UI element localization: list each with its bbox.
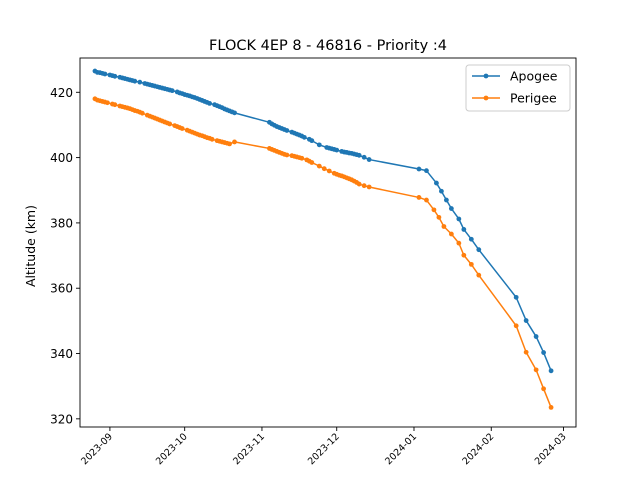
plot-area [92,68,554,410]
data-point-perigee [476,272,482,278]
data-point-perigee [436,214,442,220]
data-point-perigee [316,163,322,169]
data-point-perigee [468,261,474,267]
data-point-apogee [132,78,138,84]
data-point-apogee [169,88,175,94]
chart-title: FLOCK 4EP 8 - 46816 - Priority :4 [209,38,447,54]
y-tick-label: 420 [50,86,73,100]
data-point-apogee [361,154,367,160]
data-point-apogee [468,236,474,242]
data-point-apogee [207,100,213,106]
data-point-apogee [548,368,554,374]
data-point-apogee [476,247,482,253]
y-tick-label: 340 [50,347,73,361]
y-tick-label: 320 [50,412,73,426]
data-point-apogee [334,147,340,153]
data-point-perigee [541,386,546,392]
data-point-apogee [456,216,462,222]
data-point-apogee [434,180,439,186]
y-tick-label: 360 [50,282,73,296]
data-point-perigee [441,224,447,229]
legend-marker-perigee [483,95,489,101]
data-point-apogee [443,197,449,203]
data-point-perigee [139,110,145,116]
data-point-perigee [232,139,237,145]
data-point-perigee [548,405,554,410]
data-point-perigee [431,207,437,213]
data-point-perigee [523,349,529,355]
data-point-apogee [416,166,422,172]
y-axis-label: Altitude (km) [23,205,38,287]
data-point-apogee [424,168,429,174]
y-tick-label: 400 [50,151,73,165]
data-point-perigee [209,136,215,142]
data-point-perigee [309,160,315,165]
data-point-apogee [523,318,529,323]
data-point-apogee [309,138,315,144]
data-point-apogee [513,294,519,300]
data-point-perigee [356,181,362,187]
data-point-perigee [167,121,173,127]
data-point-perigee [456,240,462,246]
data-point-perigee [105,100,110,106]
legend-label-apogee: Apogee [510,69,558,84]
data-point-apogee [137,79,143,85]
data-point-apogee [541,350,546,355]
legend-marker-apogee [483,73,489,79]
data-point-apogee [356,152,362,158]
data-point-perigee [361,183,367,189]
data-point-apogee [448,206,454,211]
data-point-apogee [533,334,539,339]
data-point-perigee [416,195,422,200]
data-point-perigee [448,231,454,237]
data-point-apogee [112,73,118,79]
axes-frame [79,57,577,428]
data-point-perigee [299,155,305,161]
data-point-perigee [326,168,332,174]
data-point-apogee [461,227,467,232]
data-point-apogee [284,128,290,133]
data-point-perigee [179,126,185,131]
legend: Apogee Perigee [465,64,571,112]
data-point-perigee [284,152,290,158]
data-point-apogee [232,110,237,116]
data-point-apogee [439,188,444,194]
data-point-perigee [366,184,372,190]
data-point-perigee [513,323,519,329]
data-point-perigee [533,367,539,373]
data-point-apogee [316,142,322,148]
data-point-perigee [424,197,429,203]
data-point-apogee [366,157,372,162]
data-point-perigee [112,102,118,108]
y-tick-label: 380 [50,216,73,230]
data-point-perigee [227,141,232,147]
data-point-apogee [301,134,307,140]
data-point-apogee [102,71,108,77]
data-point-perigee [461,252,467,258]
legend-label-perigee: Perigee [510,91,557,106]
data-point-perigee [321,166,327,172]
